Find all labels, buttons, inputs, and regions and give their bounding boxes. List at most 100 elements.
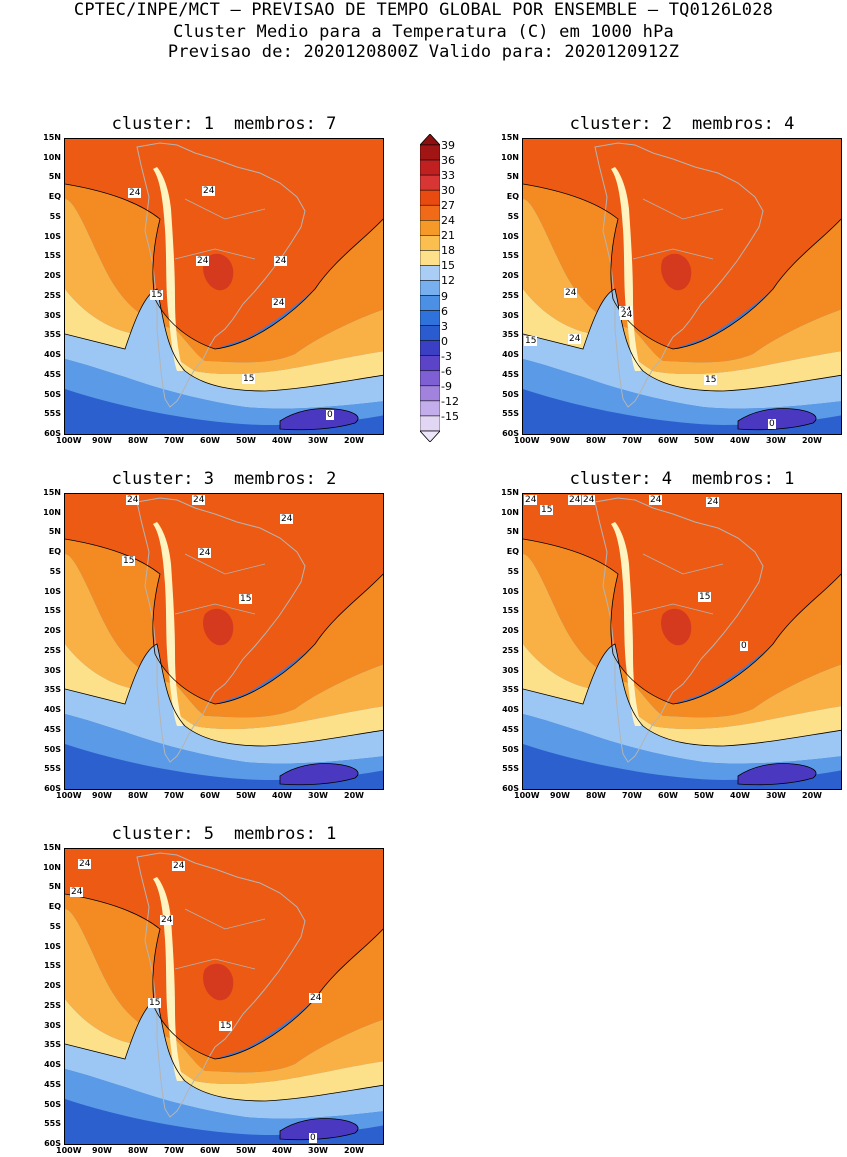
coastline	[594, 497, 764, 763]
colorbar-segment	[419, 220, 441, 236]
map-panel-4	[522, 493, 842, 790]
cluster-label: cluster: 4	[569, 469, 672, 489]
field-orange	[65, 894, 383, 1073]
lat-tick: EQ	[506, 547, 519, 557]
field-blue3	[65, 744, 383, 789]
lat-tick: 45S	[44, 724, 61, 734]
colorbar-segment	[419, 295, 441, 311]
field-hot	[523, 139, 841, 349]
lat-tick: 10S	[44, 231, 61, 241]
field-andes	[611, 167, 641, 371]
colorbar-label: -12	[441, 394, 459, 408]
lon-tick: 20W	[802, 791, 822, 800]
border-1	[184, 908, 266, 930]
contour-label: 24	[280, 514, 294, 524]
contour-label: 24	[202, 186, 216, 196]
field-hotspot	[661, 253, 692, 291]
field-orange	[523, 184, 841, 363]
field-andes	[153, 522, 183, 726]
lat-tick: 15N	[43, 843, 61, 852]
field-lightblue	[523, 644, 841, 764]
contour-label: 24	[160, 915, 174, 925]
lat-tick: EQ	[48, 547, 61, 557]
cluster-label: cluster: 2	[569, 114, 672, 134]
lat-tick: 20S	[502, 626, 519, 636]
colorbar-segment	[419, 370, 441, 387]
lat-tick: 30S	[502, 665, 519, 675]
field-blue3	[65, 389, 383, 434]
colorbar-label: 21	[441, 229, 455, 243]
lat-tick: 15N	[43, 488, 61, 497]
members-label: membros: 4	[692, 114, 795, 134]
lon-tick: 60W	[200, 436, 220, 445]
lon-tick: 30W	[766, 436, 786, 445]
contour-label: 24	[198, 548, 212, 558]
border-1	[184, 553, 266, 575]
lon-tick: 70W	[164, 791, 184, 800]
lon-tick: 20W	[344, 791, 364, 800]
contour-label: 15	[122, 556, 136, 566]
lon-tick: 40W	[272, 1146, 292, 1155]
field-blue3	[523, 389, 841, 434]
contour-label: 24	[582, 495, 596, 505]
colorbar-label: 3	[441, 319, 448, 333]
lon-tick: 100W	[56, 1146, 82, 1155]
field-hot	[65, 849, 383, 1059]
lat-tick: 50S	[502, 744, 519, 754]
lat-tick: 20S	[502, 271, 519, 281]
members-label: membros: 2	[234, 469, 337, 489]
colorbar-segment	[419, 310, 441, 326]
lat-tick: 10S	[502, 231, 519, 241]
lat-tick: 60S	[502, 429, 519, 438]
field-hot	[65, 494, 383, 704]
lat-tick: 5S	[49, 211, 61, 221]
lat-tick: 20S	[44, 626, 61, 636]
lat-tick: 35S	[502, 685, 519, 695]
field-violet	[738, 763, 817, 785]
contour-label: 15	[219, 1021, 233, 1031]
colorbar-segment	[419, 235, 441, 251]
lat-tick: 50S	[44, 744, 61, 754]
colorbar-top-arrow	[419, 133, 441, 146]
colorbar-segment	[419, 400, 441, 417]
lat-tick: 15N	[501, 488, 519, 497]
lat-tick: 5S	[507, 566, 519, 576]
contour-label: 15	[150, 290, 164, 300]
contour-label: 24	[620, 310, 634, 320]
lat-tick: 10N	[43, 862, 61, 872]
lat-tick: 45S	[44, 369, 61, 379]
panel-title-5: cluster: 5 membros: 1	[64, 824, 384, 844]
lat-tick: 55S	[502, 764, 519, 774]
lat-tick: 45S	[502, 724, 519, 734]
lat-tick: 5N	[506, 172, 519, 182]
contour-0	[279, 763, 359, 786]
lon-tick: 20W	[802, 436, 822, 445]
map-panel-2	[522, 138, 842, 435]
border-2	[632, 603, 714, 615]
border-2	[174, 603, 256, 615]
field-andes	[153, 877, 183, 1081]
lat-tick: 15S	[44, 961, 61, 971]
contour-label: 24	[192, 495, 206, 505]
colorbar-label: 36	[441, 154, 455, 168]
members-label: membros: 1	[692, 469, 795, 489]
field-lightblue	[65, 289, 383, 409]
lon-tick: 20W	[344, 1146, 364, 1155]
coastline	[136, 142, 306, 408]
field-lightblue	[523, 289, 841, 409]
lon-tick: 60W	[658, 436, 678, 445]
lat-tick: EQ	[48, 192, 61, 202]
map-panel-3	[64, 493, 384, 790]
contour-label: 15	[239, 594, 253, 604]
colorbar-label: 30	[441, 184, 455, 198]
lat-tick: 55S	[44, 764, 61, 774]
field-violet	[280, 408, 359, 430]
colorbar-segment	[419, 325, 441, 341]
lat-tick: 30S	[44, 665, 61, 675]
colorbar-segment	[419, 415, 441, 432]
lat-tick: 40S	[502, 705, 519, 715]
contour-label: 24	[272, 298, 286, 308]
field-hot	[65, 139, 383, 349]
lat-tick: 5N	[506, 527, 519, 537]
colorbar-segment	[419, 280, 441, 296]
